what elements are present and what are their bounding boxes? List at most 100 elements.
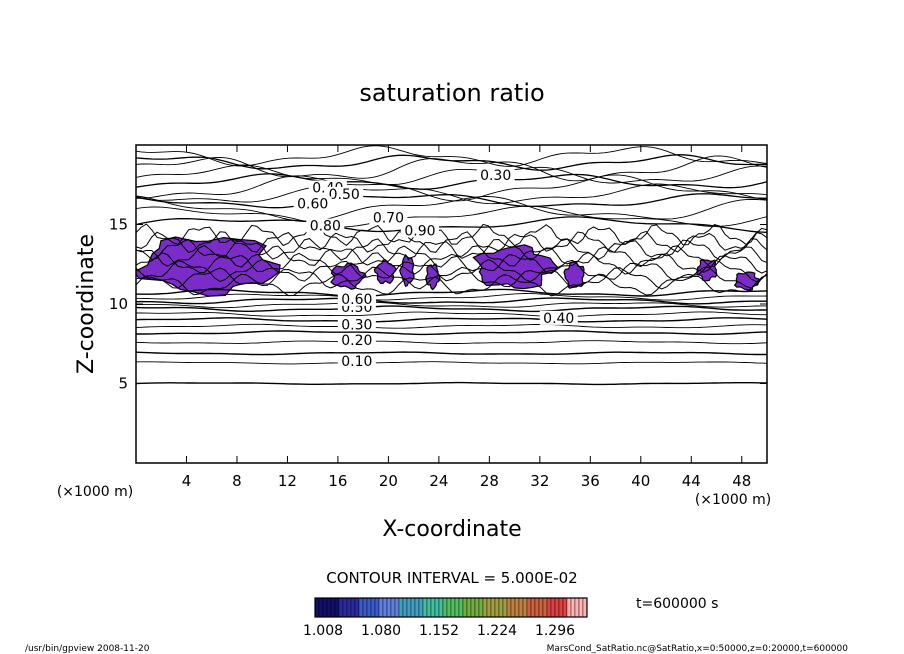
colorbar-cell — [366, 597, 372, 618]
x-tick-label: 28 — [480, 472, 499, 490]
contour-line — [136, 205, 767, 228]
y-tick-label: 5 — [118, 375, 128, 393]
colorbar-cell — [526, 597, 532, 618]
x-tick-label: 24 — [429, 472, 448, 490]
x-unit-label-left: (×1000 m) — [57, 484, 133, 500]
colorbar-cell — [438, 597, 444, 618]
x-unit-label-right: (×1000 m) — [695, 492, 771, 508]
contour-label: 0.30 — [480, 168, 511, 184]
colorbar-cell — [354, 597, 360, 618]
contour-line — [136, 340, 767, 345]
contour-line — [136, 311, 767, 318]
colorbar-cell — [334, 597, 340, 618]
contour-label-bg — [337, 333, 376, 348]
contour-label: 0.70 — [373, 211, 404, 227]
colorbar-cell — [478, 597, 484, 618]
colorbar-cell — [458, 597, 464, 618]
colorbar-cell — [362, 597, 368, 618]
colorbar-cell — [446, 597, 452, 618]
colorbar-cell — [506, 597, 512, 618]
x-tick-label: 4 — [182, 472, 192, 490]
colorbar-cell — [406, 597, 412, 618]
colorbar-cell — [346, 597, 352, 618]
y-axis: 5 10 15 — [109, 216, 767, 393]
contour-line — [136, 216, 767, 233]
colorbar-cell — [558, 597, 564, 618]
colorbar-ticks: 1.008 1.080 1.152 1.224 1.296 — [303, 623, 575, 639]
contour-line — [136, 244, 767, 268]
colorbar-cell — [350, 597, 356, 618]
colorbar-cell — [330, 597, 336, 618]
contour-line — [136, 317, 767, 323]
colorbar-cell — [338, 597, 344, 618]
x-tick-label: 20 — [379, 472, 398, 490]
colorbar-cell — [518, 597, 524, 618]
colorbar-cell — [502, 597, 508, 618]
colorbar-tick-label: 1.152 — [419, 623, 459, 639]
colorbar-frame — [314, 597, 588, 618]
contour-line — [136, 155, 767, 182]
contour-line — [136, 381, 767, 386]
colorbar-cell — [430, 597, 436, 618]
contour-label-bg — [337, 353, 376, 368]
contour-line — [136, 223, 767, 247]
contour-label: 0.90 — [404, 223, 435, 239]
x-tick-label: 16 — [328, 472, 347, 490]
colorbar-cell — [462, 597, 468, 618]
colorbar-cell — [574, 597, 580, 618]
contour-line — [136, 195, 767, 223]
contour-line — [136, 266, 767, 290]
colorbar-cell — [522, 597, 528, 618]
colorbar-cell — [494, 597, 500, 618]
contour-label: 0.60 — [297, 196, 328, 212]
contour-line — [136, 323, 767, 329]
contour-label: 0.50 — [329, 187, 360, 203]
contour-line — [136, 297, 767, 305]
x-tick-label: 40 — [631, 472, 650, 490]
colorbar-cell — [442, 597, 448, 618]
contour-label-bg — [476, 167, 515, 182]
contour-label-bg — [293, 196, 332, 211]
colorbar-cell — [490, 597, 496, 618]
colorbar-cell — [422, 597, 428, 618]
contour-interval-text: CONTOUR INTERVAL = 5.000E-02 — [326, 569, 577, 587]
contour-line — [136, 174, 767, 202]
x-tick-label: 32 — [530, 472, 549, 490]
contour-line — [136, 305, 767, 313]
contour-line — [136, 164, 767, 185]
colorbar-tick-label: 1.080 — [361, 623, 401, 639]
contour-label-bg — [325, 186, 364, 201]
x-tick-label: 8 — [232, 472, 242, 490]
supersaturated-region — [136, 236, 281, 297]
colorbar-cell — [318, 597, 324, 618]
colorbar-cell — [454, 597, 460, 618]
contour-label: 0.10 — [341, 354, 372, 370]
colorbar-cell — [538, 597, 544, 618]
colorbar-cell — [486, 597, 492, 618]
x-axis: 4 8 12 16 20 24 28 32 36 40 44 48 — [182, 145, 751, 490]
contour-lines — [136, 145, 767, 386]
colorbar-cell — [554, 597, 560, 618]
contour-line — [136, 351, 767, 356]
contour-line — [136, 301, 767, 309]
colorbar-cell — [534, 597, 540, 618]
colorbar-tick-label: 1.224 — [477, 623, 517, 639]
time-label: t=600000 s — [636, 596, 718, 612]
colorbar-cell — [546, 597, 552, 618]
colorbar-cell — [374, 597, 380, 618]
x-tick-label: 12 — [278, 472, 297, 490]
colorbar-cell — [390, 597, 396, 618]
colorbar-cell — [570, 597, 576, 618]
contour-label-bg — [337, 317, 376, 332]
x-tick-label: 36 — [581, 472, 600, 490]
contour-line — [136, 258, 767, 283]
contour-label-bg — [306, 218, 345, 233]
contour-line — [136, 293, 767, 301]
contour-line — [136, 145, 767, 167]
contour-line — [136, 288, 767, 298]
colorbar-tick-label: 1.296 — [535, 623, 575, 639]
contour-label-bg — [400, 223, 439, 238]
colorbar-cell — [410, 597, 416, 618]
colorbar-cell — [326, 597, 332, 618]
